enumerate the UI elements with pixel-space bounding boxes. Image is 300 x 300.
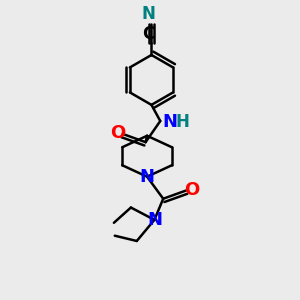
Text: C: C [142, 25, 154, 43]
Text: N: N [141, 5, 155, 23]
Text: O: O [184, 181, 199, 199]
Text: N: N [147, 212, 162, 230]
Text: N: N [163, 112, 178, 130]
Text: N: N [140, 168, 154, 186]
Text: H: H [176, 113, 189, 131]
Text: O: O [110, 124, 125, 142]
